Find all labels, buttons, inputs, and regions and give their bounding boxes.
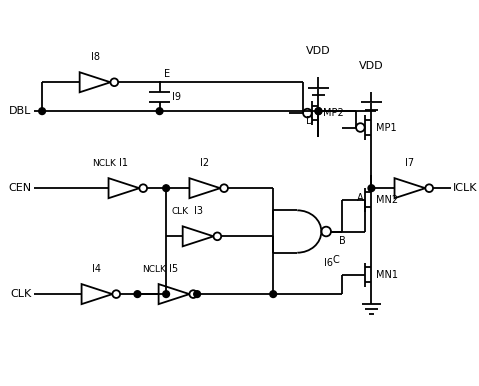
Text: I4: I4 (92, 264, 102, 274)
Text: I3: I3 (194, 206, 203, 216)
Text: DBL: DBL (9, 106, 32, 116)
Circle shape (163, 185, 170, 191)
Text: I2: I2 (200, 158, 209, 168)
Text: MN1: MN1 (376, 270, 398, 280)
Text: NCLK: NCLK (92, 159, 116, 168)
Text: MP2: MP2 (323, 108, 344, 118)
Text: B: B (339, 236, 345, 246)
Text: NCLK: NCLK (142, 265, 166, 274)
Text: A: A (357, 193, 364, 203)
Text: CLK: CLK (10, 289, 32, 299)
Circle shape (156, 108, 163, 115)
Text: D: D (306, 116, 314, 126)
Text: E: E (164, 69, 171, 80)
Circle shape (134, 291, 141, 298)
Text: I8: I8 (91, 52, 100, 62)
Text: C: C (332, 255, 339, 265)
Circle shape (39, 108, 46, 115)
Text: ICLK: ICLK (453, 183, 478, 193)
Text: VDD: VDD (359, 61, 384, 71)
Circle shape (194, 291, 201, 298)
Circle shape (163, 291, 170, 298)
Text: I6: I6 (324, 257, 333, 267)
Text: I5: I5 (170, 264, 179, 274)
Circle shape (368, 185, 375, 191)
Text: I7: I7 (405, 158, 414, 168)
Text: I1: I1 (119, 158, 128, 168)
Text: VDD: VDD (306, 46, 331, 56)
Text: I9: I9 (172, 92, 181, 102)
Text: MN2: MN2 (376, 195, 399, 205)
Text: CLK: CLK (171, 207, 188, 216)
Circle shape (315, 108, 322, 115)
Circle shape (270, 291, 276, 298)
Circle shape (315, 108, 322, 115)
Text: CEN: CEN (9, 183, 32, 193)
Text: MP1: MP1 (376, 122, 397, 132)
